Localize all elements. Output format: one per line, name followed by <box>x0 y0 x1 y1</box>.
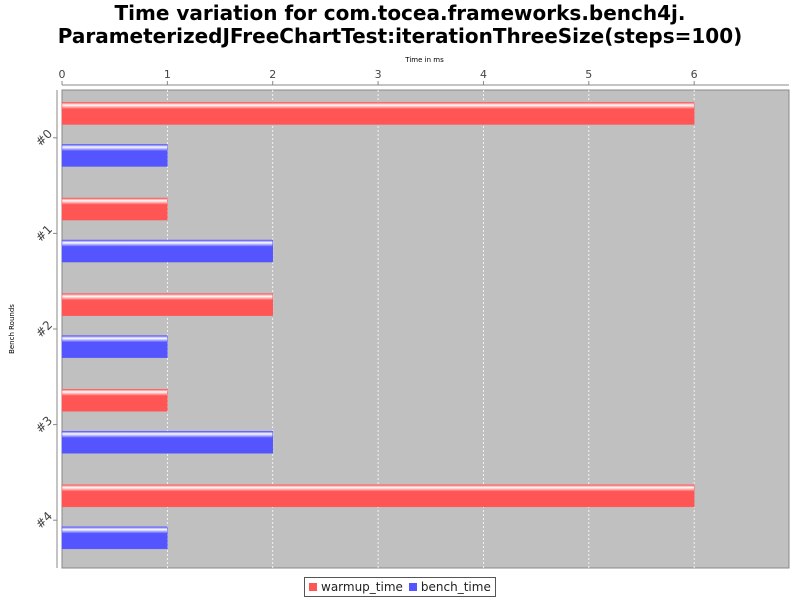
bar-warmup_time-0 <box>61 102 695 125</box>
y-tick-label-3: #3 <box>33 413 55 435</box>
x-tick-label-5: 5 <box>585 68 592 81</box>
y-tick-label-0: #0 <box>33 127 55 149</box>
legend-item-bench: bench_time <box>408 580 491 594</box>
bar-warmup_time-4 <box>61 484 695 508</box>
bar-bench_time-2 <box>61 335 168 358</box>
y-tick-label-4: #4 <box>33 509 55 531</box>
chart-title-line-2: ParameterizedJFreeChartTest:iterationThr… <box>57 24 743 48</box>
x-tick-label-0: 0 <box>59 68 66 81</box>
legend-swatch-bench <box>408 583 417 591</box>
x-tick-label-3: 3 <box>375 68 382 81</box>
bar-warmup_time-1 <box>61 197 168 221</box>
y-tick-label-2: #2 <box>33 318 55 340</box>
y-tick-label-1: #1 <box>33 222 55 244</box>
y-axis-title: Bench Rounds <box>8 304 16 354</box>
x-tick-label-1: 1 <box>164 68 171 81</box>
x-axis-title: Time in ms <box>404 56 444 64</box>
chart-title-line-1: Time variation for com.tocea.frameworks.… <box>114 1 686 25</box>
x-tick-label-4: 4 <box>480 68 487 81</box>
bar-bench_time-4 <box>61 526 168 550</box>
bar-bench_time-3 <box>61 430 273 454</box>
chart-title: Time variation for com.tocea.frameworks.… <box>0 2 800 48</box>
x-tick-label-6: 6 <box>691 68 698 81</box>
legend-item-warmup: warmup_time <box>309 580 403 594</box>
bar-bench_time-1 <box>61 239 273 263</box>
legend-label-warmup: warmup_time <box>321 580 403 594</box>
legend-label-bench: bench_time <box>420 580 491 594</box>
bar-warmup_time-2 <box>61 293 273 316</box>
x-tick-label-2: 2 <box>269 68 276 81</box>
bar-warmup_time-3 <box>61 388 168 412</box>
bar-bench_time-0 <box>61 144 168 167</box>
legend: warmup_time bench_time <box>304 577 496 597</box>
legend-swatch-warmup <box>309 583 317 591</box>
